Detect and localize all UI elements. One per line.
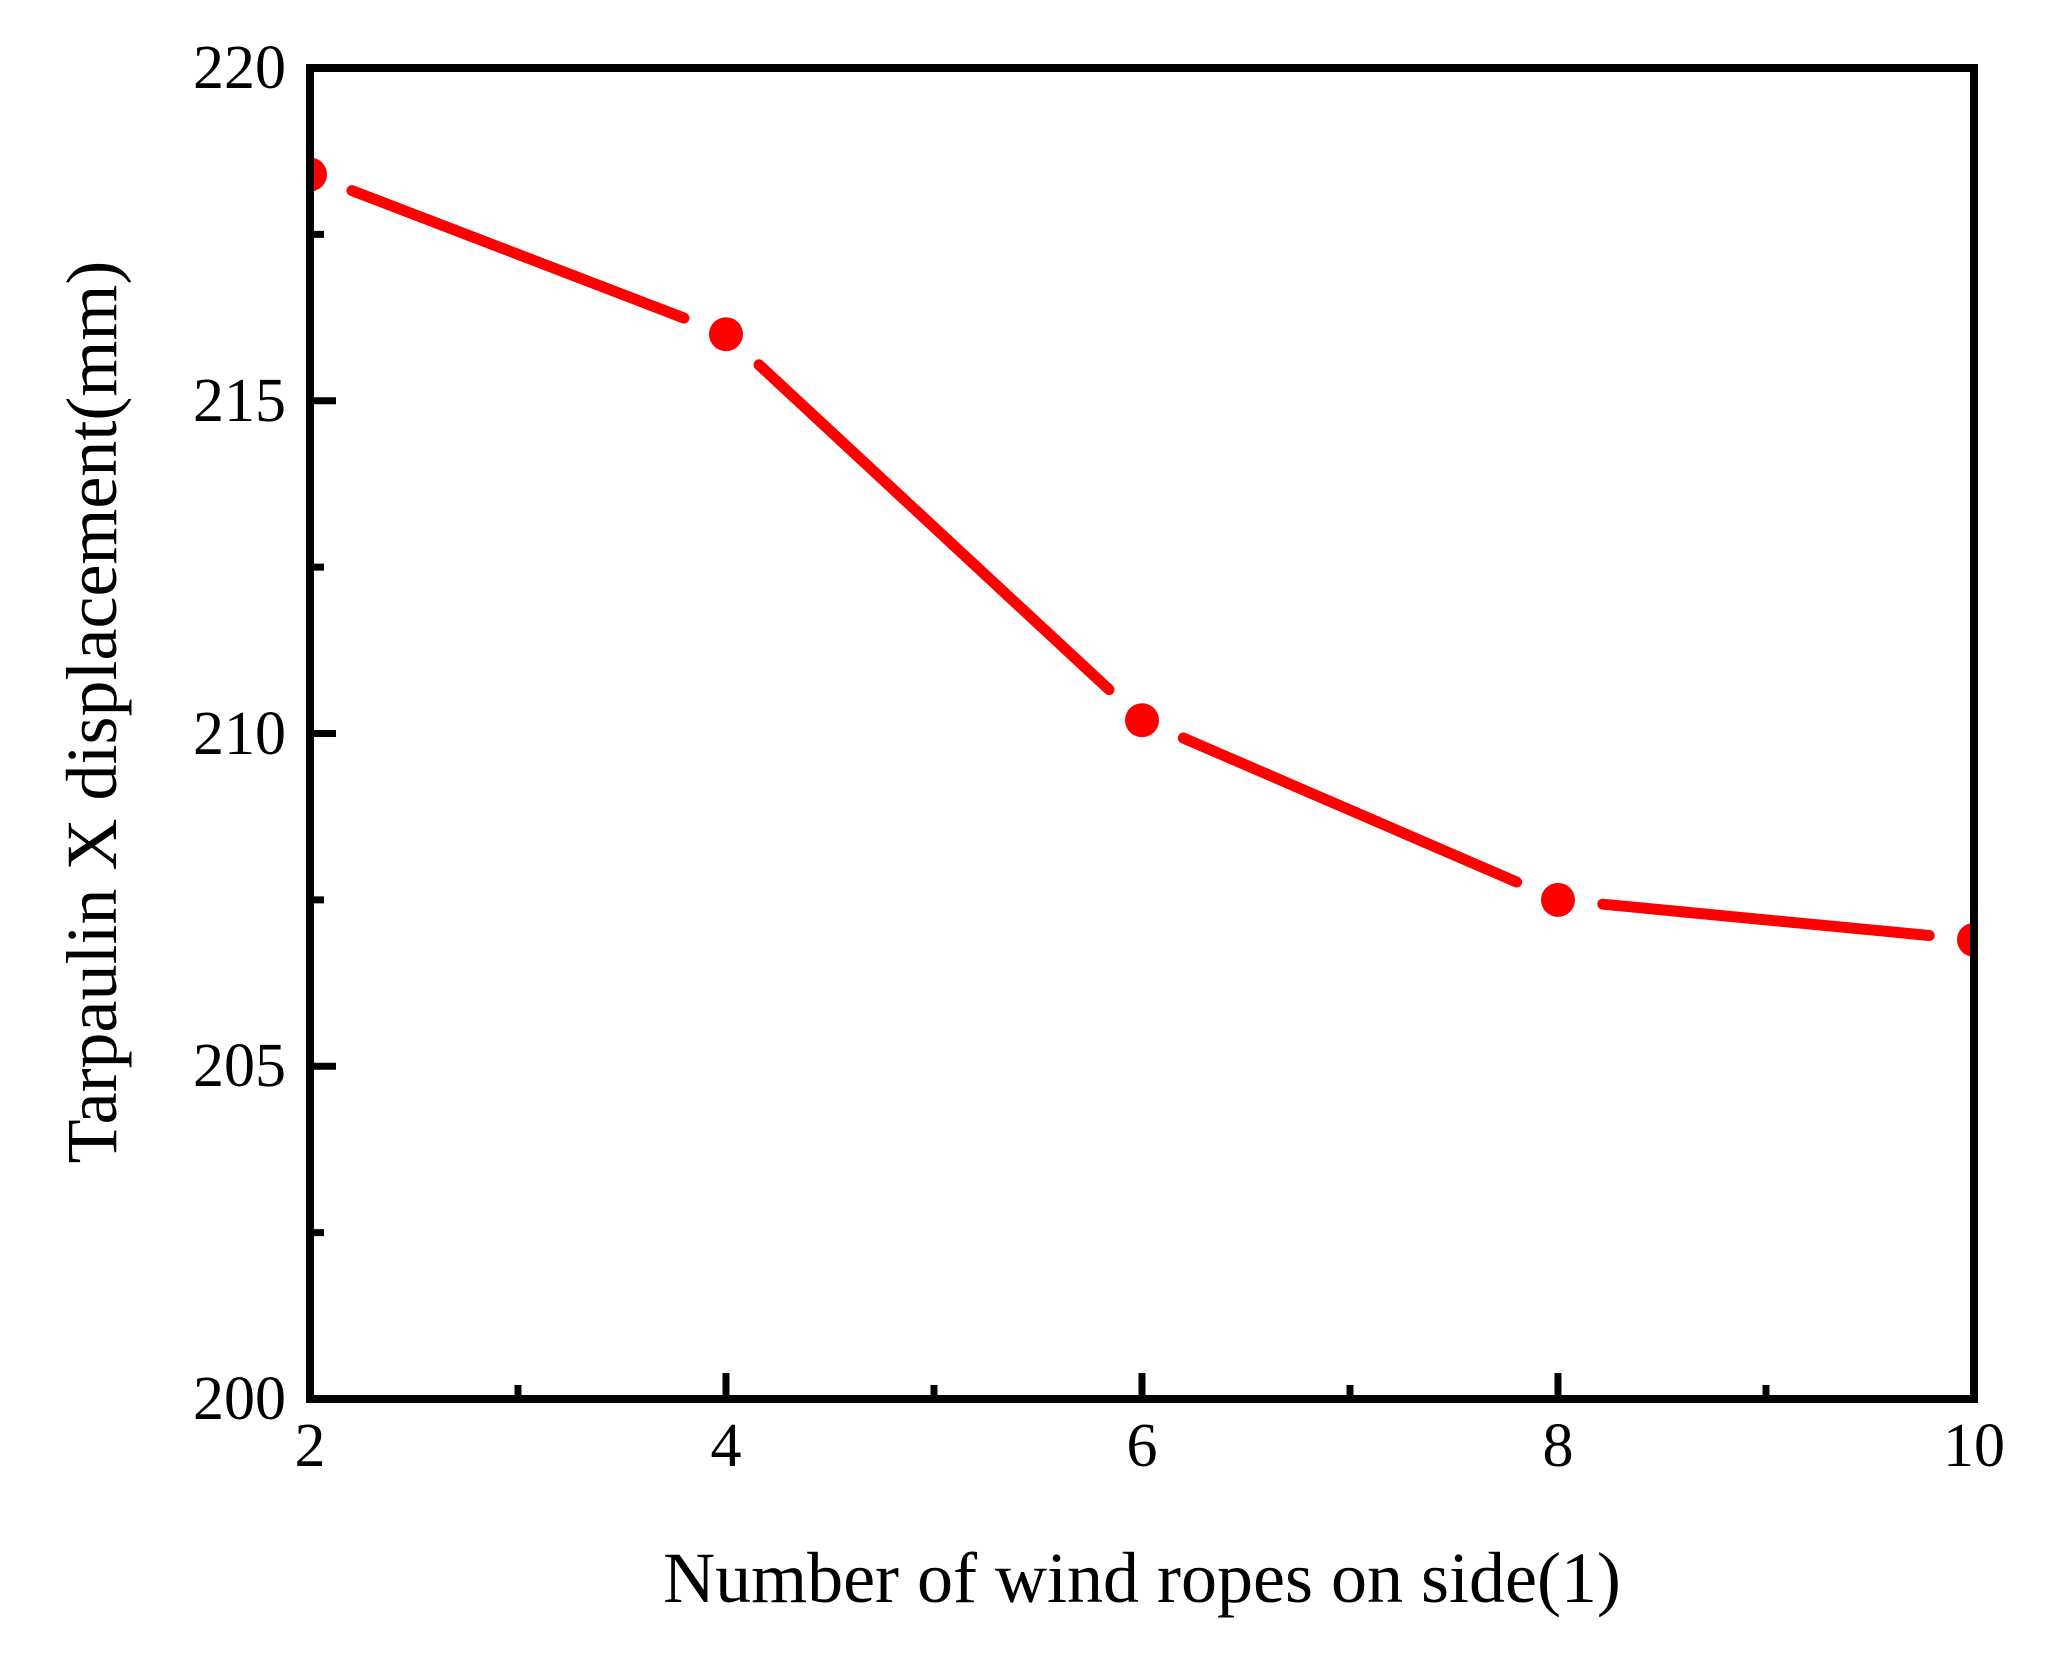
x-tick-label: 2 <box>294 1412 326 1480</box>
data-point <box>1541 882 1575 917</box>
x-tick-label: 8 <box>1542 1412 1574 1480</box>
y-tick-label: 200 <box>193 1365 286 1433</box>
data-point <box>310 157 327 192</box>
x-tick-label: 6 <box>1126 1412 1158 1480</box>
data-line-segment <box>346 185 690 324</box>
y-tick-label: 210 <box>193 699 286 768</box>
y-tick-label: 220 <box>193 34 286 102</box>
data-point <box>709 317 743 352</box>
y-tick-label: 205 <box>193 1032 286 1101</box>
data-point <box>1957 922 1974 957</box>
data-series <box>310 157 1974 957</box>
x-tick-label: 4 <box>710 1412 742 1480</box>
data-line-segment <box>753 359 1115 696</box>
y-tick-label: 215 <box>193 366 286 435</box>
data-point <box>1125 703 1159 738</box>
x-tick-label: 10 <box>1943 1412 2005 1480</box>
x-axis-title: Number of wind ropes on side(1) <box>663 1538 1621 1618</box>
data-line-segment <box>1597 898 1935 942</box>
y-axis-title: Tarpaulin X displacement(mm) <box>52 260 132 1164</box>
data-line-segment <box>1177 732 1523 888</box>
